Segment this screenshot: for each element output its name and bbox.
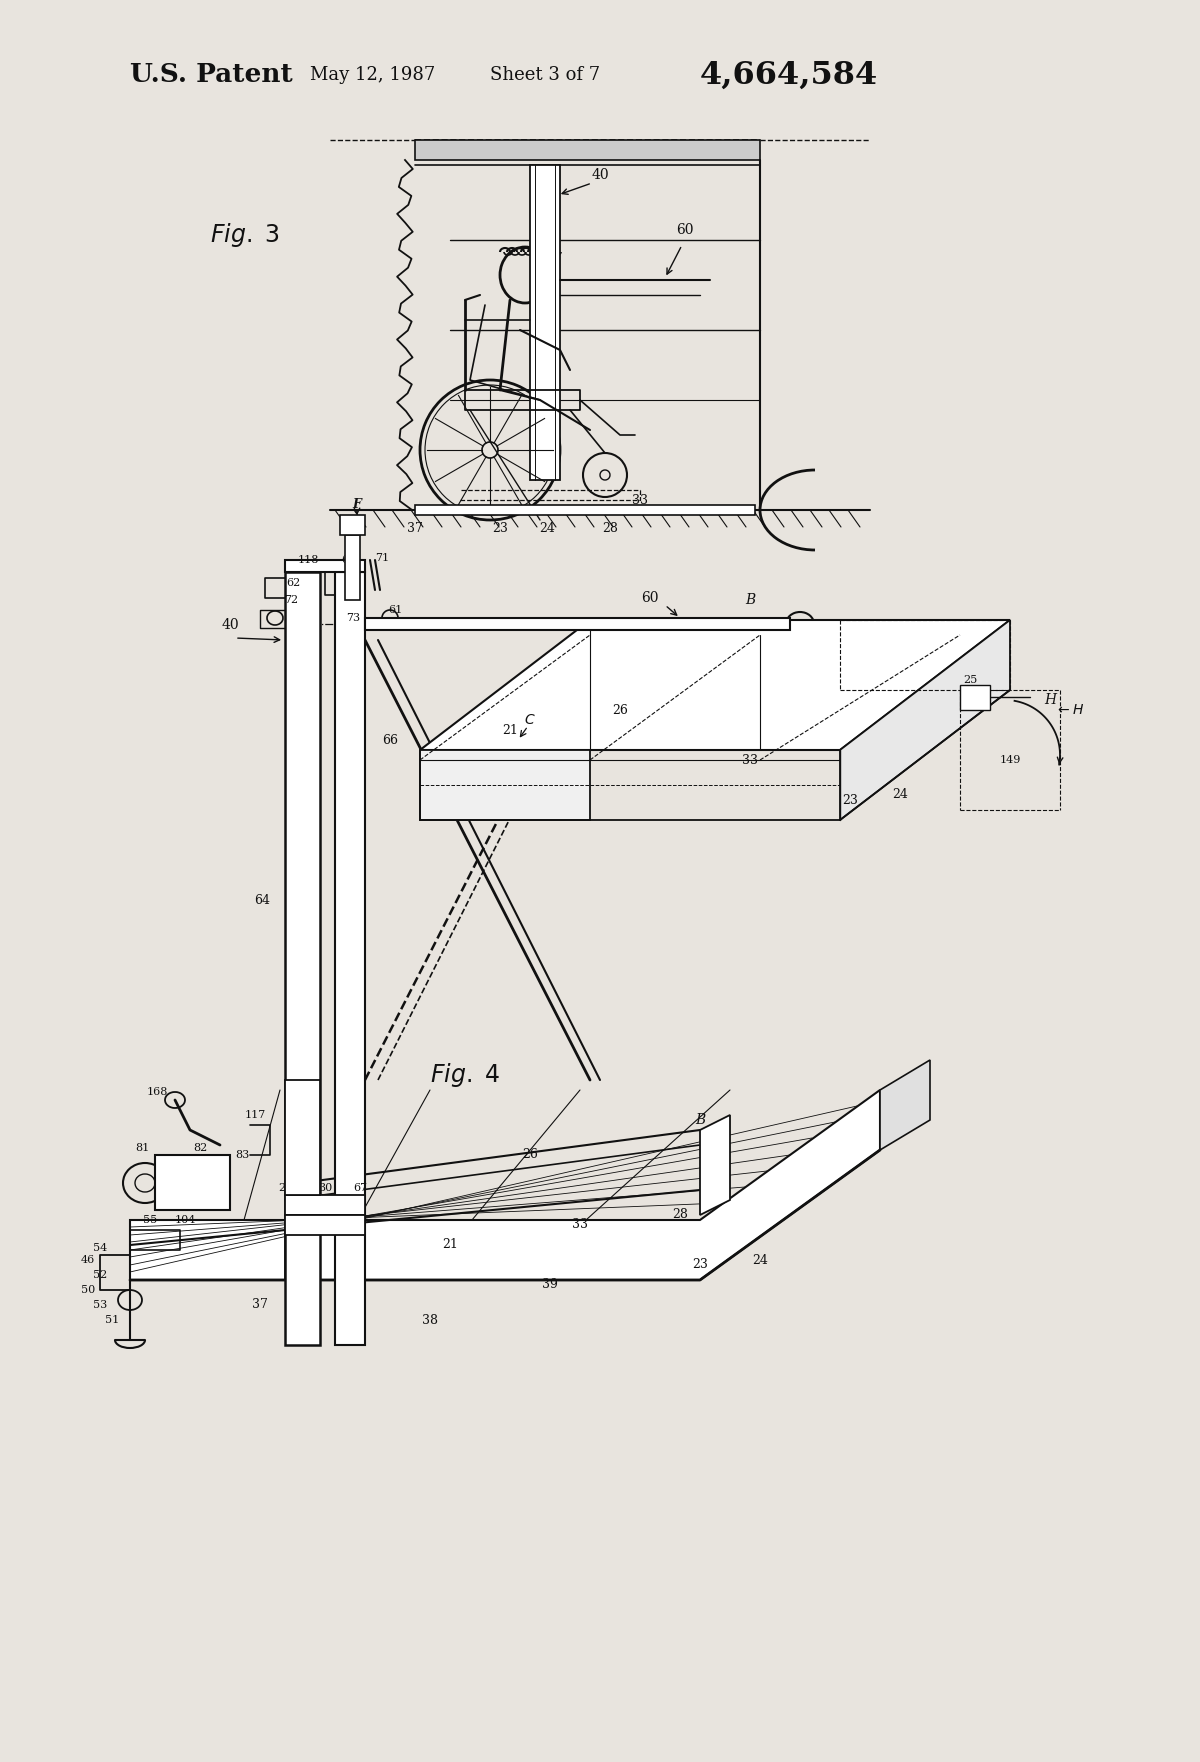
Text: 23: 23 — [492, 522, 508, 534]
Text: 54: 54 — [92, 1242, 107, 1253]
Polygon shape — [286, 1216, 365, 1235]
Text: 64: 64 — [254, 893, 270, 906]
Polygon shape — [530, 166, 560, 479]
Text: 66: 66 — [382, 733, 398, 747]
Text: 23: 23 — [692, 1258, 708, 1272]
Text: 30: 30 — [318, 1182, 332, 1193]
Polygon shape — [286, 573, 320, 1344]
Text: 149: 149 — [1000, 754, 1021, 765]
Text: 24: 24 — [752, 1253, 768, 1267]
Text: 50: 50 — [80, 1284, 95, 1295]
Text: 33: 33 — [572, 1219, 588, 1232]
Text: B: B — [695, 1114, 706, 1128]
Text: $\it{Fig.}$ $\it{3}$: $\it{Fig.}$ $\it{3}$ — [210, 220, 280, 248]
Polygon shape — [415, 139, 760, 160]
Text: 4,664,584: 4,664,584 — [700, 60, 878, 90]
Text: 117: 117 — [245, 1110, 265, 1121]
Text: 27: 27 — [278, 1182, 292, 1193]
Text: 38: 38 — [422, 1313, 438, 1327]
Polygon shape — [286, 1195, 365, 1216]
Text: 104: 104 — [174, 1216, 196, 1225]
Text: May 12, 1987: May 12, 1987 — [310, 65, 436, 85]
Text: Sheet 3 of 7: Sheet 3 of 7 — [490, 65, 600, 85]
Text: 25: 25 — [962, 675, 977, 685]
Text: 67: 67 — [353, 1182, 367, 1193]
Text: $\leftarrow H$: $\leftarrow H$ — [1055, 703, 1084, 717]
Text: 37: 37 — [407, 522, 422, 534]
Text: 28: 28 — [602, 522, 618, 534]
Text: B: B — [745, 594, 755, 606]
Text: 21: 21 — [442, 1239, 458, 1251]
Text: 73: 73 — [346, 613, 360, 624]
Text: 40: 40 — [592, 167, 608, 181]
Text: $\it{Fig.}$ $\it{4}$: $\it{Fig.}$ $\it{4}$ — [430, 1061, 500, 1089]
Text: 60: 60 — [677, 224, 694, 238]
Text: 26: 26 — [612, 703, 628, 717]
Text: 21: 21 — [502, 724, 518, 737]
Text: 37: 37 — [252, 1299, 268, 1311]
Text: 118: 118 — [298, 555, 319, 566]
Text: 168: 168 — [146, 1087, 168, 1098]
Text: 28: 28 — [672, 1209, 688, 1221]
Polygon shape — [700, 1115, 730, 1216]
Text: H: H — [1044, 692, 1056, 707]
Text: 72: 72 — [284, 596, 298, 604]
Text: 24: 24 — [892, 789, 908, 802]
Text: 39: 39 — [542, 1279, 558, 1292]
Text: F: F — [353, 499, 361, 511]
Polygon shape — [130, 1091, 880, 1279]
Text: 40: 40 — [222, 618, 240, 633]
Text: 61: 61 — [388, 604, 402, 615]
Polygon shape — [365, 618, 790, 631]
Polygon shape — [340, 515, 365, 536]
Text: 46: 46 — [80, 1255, 95, 1265]
Text: 33: 33 — [632, 493, 648, 506]
Polygon shape — [960, 685, 990, 710]
Text: 26: 26 — [522, 1149, 538, 1161]
Polygon shape — [880, 1061, 930, 1151]
Polygon shape — [286, 560, 365, 573]
Text: 71: 71 — [374, 553, 389, 564]
Polygon shape — [840, 620, 1010, 819]
Polygon shape — [335, 573, 365, 1344]
Polygon shape — [346, 536, 360, 601]
Text: 62: 62 — [286, 578, 300, 589]
Text: 52: 52 — [92, 1270, 107, 1279]
Text: 23: 23 — [842, 793, 858, 807]
Text: 69: 69 — [341, 555, 355, 566]
Text: 24: 24 — [539, 522, 554, 534]
Polygon shape — [155, 1156, 230, 1210]
Polygon shape — [415, 506, 755, 515]
Text: 60: 60 — [641, 590, 659, 604]
Text: $\it{C}$: $\it{C}$ — [524, 714, 536, 728]
Text: U.S. Patent: U.S. Patent — [130, 62, 293, 88]
Polygon shape — [420, 751, 590, 819]
Text: 82: 82 — [193, 1144, 208, 1152]
Polygon shape — [286, 1080, 320, 1195]
Text: 51: 51 — [104, 1314, 119, 1325]
Text: 33: 33 — [742, 754, 758, 766]
Text: 53: 53 — [92, 1300, 107, 1309]
Text: 83: 83 — [235, 1151, 250, 1159]
Text: 55: 55 — [143, 1216, 157, 1225]
Polygon shape — [420, 620, 1010, 751]
Text: 81: 81 — [134, 1144, 149, 1152]
